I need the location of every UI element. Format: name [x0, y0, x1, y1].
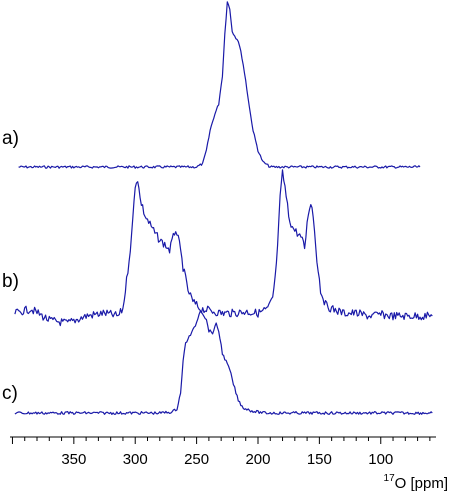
x-tick-label: 250: [184, 451, 209, 468]
spectrum-labels: a) b) c): [2, 128, 19, 404]
spectrum-label-c: c): [2, 383, 18, 404]
x-axis-label-superscript: 17: [384, 473, 396, 484]
x-tick-label: 300: [123, 451, 148, 468]
x-tick-label: 150: [307, 451, 332, 468]
spectrum-label-b: b): [2, 271, 19, 292]
spectrum-trace-c: [14, 310, 433, 415]
x-axis-label: 17O [ppm]: [384, 473, 448, 492]
spectrum-trace-a: [18, 1, 421, 169]
x-axis-label-text: O [ppm]: [395, 475, 448, 492]
x-axis-tick-labels: 350 300 250 200 150 100: [61, 451, 393, 468]
spectra-traces: [14, 1, 433, 415]
x-tick-label: 200: [245, 451, 270, 468]
x-tick-label: 100: [368, 451, 393, 468]
x-axis-ticks: [11, 437, 431, 444]
x-axis: 350 300 250 200 150 100 17O [ppm]: [10, 436, 448, 492]
spectrum-trace-b: [14, 169, 433, 327]
x-tick-label: 350: [61, 451, 86, 468]
spectrum-label-a: a): [2, 128, 19, 149]
